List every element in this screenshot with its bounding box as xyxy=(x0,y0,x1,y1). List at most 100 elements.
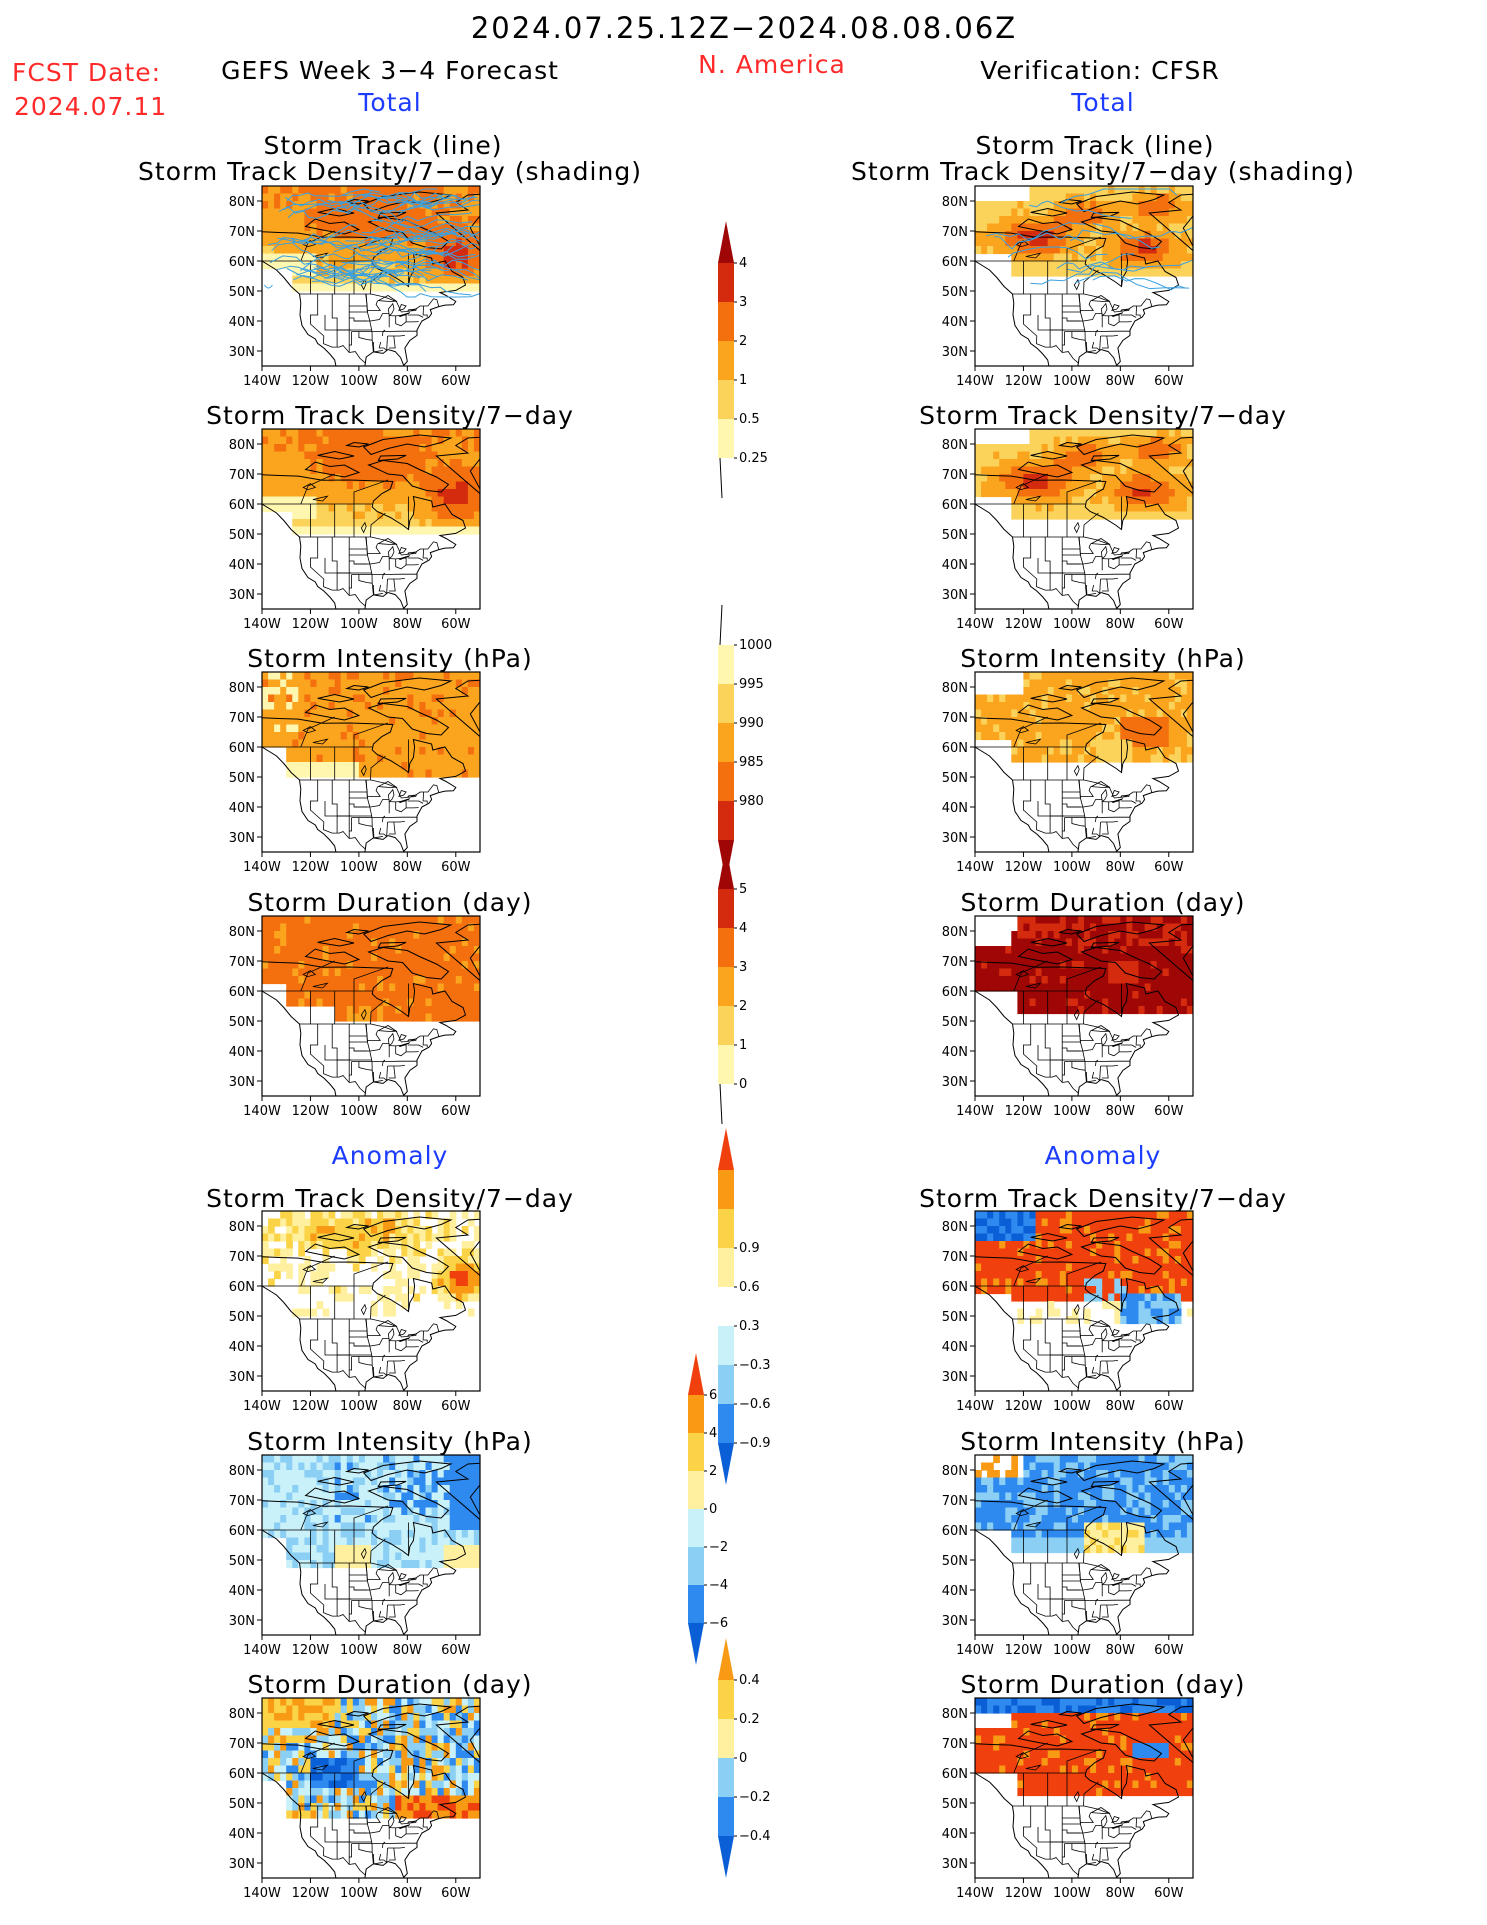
shade-cell xyxy=(1023,747,1031,756)
shade-cell xyxy=(262,717,269,726)
shade-cell xyxy=(304,953,312,962)
shade-cell xyxy=(340,216,348,225)
shade-cell xyxy=(401,983,408,992)
shade-cell xyxy=(286,1248,293,1257)
shade-cell xyxy=(1156,444,1164,453)
shade-cell xyxy=(1035,223,1043,232)
shade-cell xyxy=(1138,1263,1146,1272)
shade-cell xyxy=(981,732,988,741)
shade-cell xyxy=(1174,953,1182,962)
shade-cell xyxy=(292,732,299,741)
shade-cell xyxy=(407,1218,414,1227)
shade-cell xyxy=(328,991,336,1000)
shade-cell xyxy=(1156,268,1164,277)
shade-cell xyxy=(1168,968,1176,977)
province-border xyxy=(370,512,386,538)
lon-tick-label: 120W xyxy=(1005,860,1043,874)
shade-cell xyxy=(1156,1226,1164,1235)
shade-cell xyxy=(268,1218,275,1227)
shade-cell xyxy=(993,1211,1000,1220)
shade-cell xyxy=(1017,1241,1025,1250)
shade-cell xyxy=(431,938,439,947)
shade-cell xyxy=(340,1241,348,1250)
shade-cell xyxy=(1132,186,1140,195)
shade-cell xyxy=(310,754,318,763)
shade-cell xyxy=(401,193,408,202)
state-border xyxy=(1062,803,1081,808)
shade-cell xyxy=(286,709,293,718)
shade-cell xyxy=(268,231,275,240)
shade-cell xyxy=(1077,998,1085,1007)
shade-cell xyxy=(473,429,480,438)
shade-cell xyxy=(455,496,463,505)
shade-cell xyxy=(449,938,457,947)
shade-cell xyxy=(443,429,451,438)
region-label: N. America xyxy=(698,50,846,79)
shade-cell xyxy=(310,1278,318,1287)
shade-cell xyxy=(1071,1006,1079,1015)
shade-cell xyxy=(286,459,293,468)
shade-cell xyxy=(346,481,354,490)
shade-cell xyxy=(473,208,480,217)
shade-cell xyxy=(467,246,475,255)
shade-cell xyxy=(467,444,475,453)
shade-cell xyxy=(322,1308,330,1317)
shade-cell xyxy=(999,451,1006,460)
coastline xyxy=(975,503,1055,609)
shade-cell xyxy=(1102,916,1109,925)
shade-cell xyxy=(1005,1256,1012,1265)
shade-cell xyxy=(1065,481,1073,490)
shade-cell xyxy=(1138,504,1146,513)
shade-cell xyxy=(280,459,287,468)
shade-cell xyxy=(286,1271,293,1280)
shade-cell xyxy=(1059,1271,1067,1280)
shade-cell xyxy=(316,679,324,688)
shade-cell xyxy=(443,1218,451,1227)
shade-cell xyxy=(467,754,475,763)
shade-cell xyxy=(334,923,342,932)
shade-cell xyxy=(1096,253,1103,262)
shade-cell xyxy=(1065,436,1073,445)
shade-cell xyxy=(1053,998,1061,1007)
shade-cell xyxy=(377,459,384,468)
shade-cell xyxy=(1029,481,1037,490)
shade-cell xyxy=(262,496,269,505)
shade-cell xyxy=(413,754,421,763)
shade-cell xyxy=(286,732,293,741)
lon-tick-label: 140W xyxy=(956,1104,994,1118)
map-cfsr-density-anomaly: 80N 70N 60N 50N 40N 30N 140W 120W 100W 80W 60W xyxy=(913,1203,1203,1417)
shade-cell xyxy=(437,186,445,195)
shade-cell xyxy=(328,511,336,520)
province-border xyxy=(370,755,386,781)
island-outline xyxy=(1030,450,1068,460)
shade-cell xyxy=(1084,238,1091,247)
shade-cell xyxy=(455,429,463,438)
shade-cell xyxy=(401,687,408,696)
shade-cell xyxy=(1084,953,1091,962)
shade-cell xyxy=(1041,1006,1049,1015)
shade-cell xyxy=(334,694,342,703)
shade-cell xyxy=(443,1293,451,1302)
state-border xyxy=(1095,329,1099,337)
shade-cell xyxy=(1150,1218,1158,1227)
shade-cell xyxy=(340,724,348,733)
shade-cell xyxy=(999,694,1006,703)
shade-cell xyxy=(340,732,348,741)
state-border xyxy=(1095,1059,1099,1067)
shade-cell xyxy=(413,1263,421,1272)
state-border xyxy=(1120,800,1137,804)
shade-cell xyxy=(1090,489,1097,498)
shade-cell xyxy=(1132,201,1140,210)
shade-cell xyxy=(1186,931,1193,940)
shade-cell xyxy=(322,253,330,262)
shade-cell xyxy=(1084,672,1091,681)
lat-tick-label: 80N xyxy=(229,925,255,940)
shade-cell xyxy=(401,489,408,498)
province-border xyxy=(1066,966,1102,991)
shade-cell xyxy=(316,223,324,232)
shade-cell xyxy=(1102,201,1109,210)
shade-cell xyxy=(298,769,305,778)
shade-cell xyxy=(1041,1256,1049,1265)
shade-cell xyxy=(352,489,360,498)
shade-cell xyxy=(1126,938,1134,947)
